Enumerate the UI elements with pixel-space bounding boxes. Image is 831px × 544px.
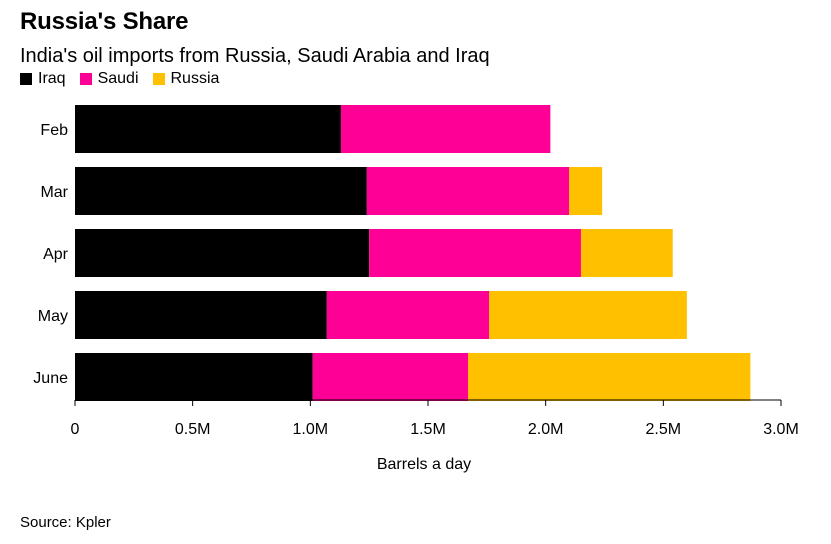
legend-label-saudi: Saudi xyxy=(97,70,139,87)
legend: Iraq Saudi Russia xyxy=(20,70,233,88)
legend-item-iraq: Iraq xyxy=(20,70,66,88)
bar-russia-mar xyxy=(569,167,603,215)
legend-item-russia: Russia xyxy=(152,70,220,88)
x-tick-label-0: 0 xyxy=(71,421,80,438)
chart-subtitle: India's oil imports from Russia, Saudi A… xyxy=(20,45,490,67)
bar-iraq-feb xyxy=(75,105,341,153)
bar-russia-june xyxy=(468,353,751,401)
bar-iraq-apr xyxy=(75,229,370,277)
legend-label-russia: Russia xyxy=(170,70,220,87)
legend-swatch-saudi xyxy=(79,73,92,85)
bar-iraq-may xyxy=(75,291,327,339)
y-tick-label-may: May xyxy=(38,308,68,325)
legend-label-iraq: Iraq xyxy=(38,70,66,87)
x-tick-label-4: 2.0M xyxy=(528,421,564,438)
bar-russia-apr xyxy=(580,229,673,277)
bar-saudi-feb xyxy=(340,105,551,153)
y-tick-label-feb: Feb xyxy=(40,122,68,139)
legend-swatch-russia xyxy=(152,73,165,85)
legend-swatch-iraq xyxy=(20,73,32,85)
x-tick-label-6: 3.0M xyxy=(763,421,799,438)
bar-iraq-mar xyxy=(75,167,367,215)
x-axis-title: Barrels a day xyxy=(377,456,471,473)
x-tick-label-1: 0.5M xyxy=(175,421,211,438)
bar-iraq-june xyxy=(75,353,313,401)
bar-saudi-apr xyxy=(369,229,581,277)
source-note: Source: Kpler xyxy=(20,514,111,531)
y-tick-label-june: June xyxy=(33,370,68,387)
bar-saudi-mar xyxy=(366,167,570,215)
y-tick-label-apr: Apr xyxy=(43,246,69,263)
x-tick-label-5: 2.5M xyxy=(646,421,682,438)
chart-title: Russia's Share xyxy=(20,8,189,35)
bar-russia-may xyxy=(489,291,687,339)
legend-item-saudi: Saudi xyxy=(79,70,139,88)
x-tick-label-2: 1.0M xyxy=(293,421,329,438)
bar-saudi-june xyxy=(312,353,469,401)
y-tick-label-mar: Mar xyxy=(40,184,68,201)
bar-saudi-may xyxy=(326,291,490,339)
x-tick-label-3: 1.5M xyxy=(410,421,446,438)
